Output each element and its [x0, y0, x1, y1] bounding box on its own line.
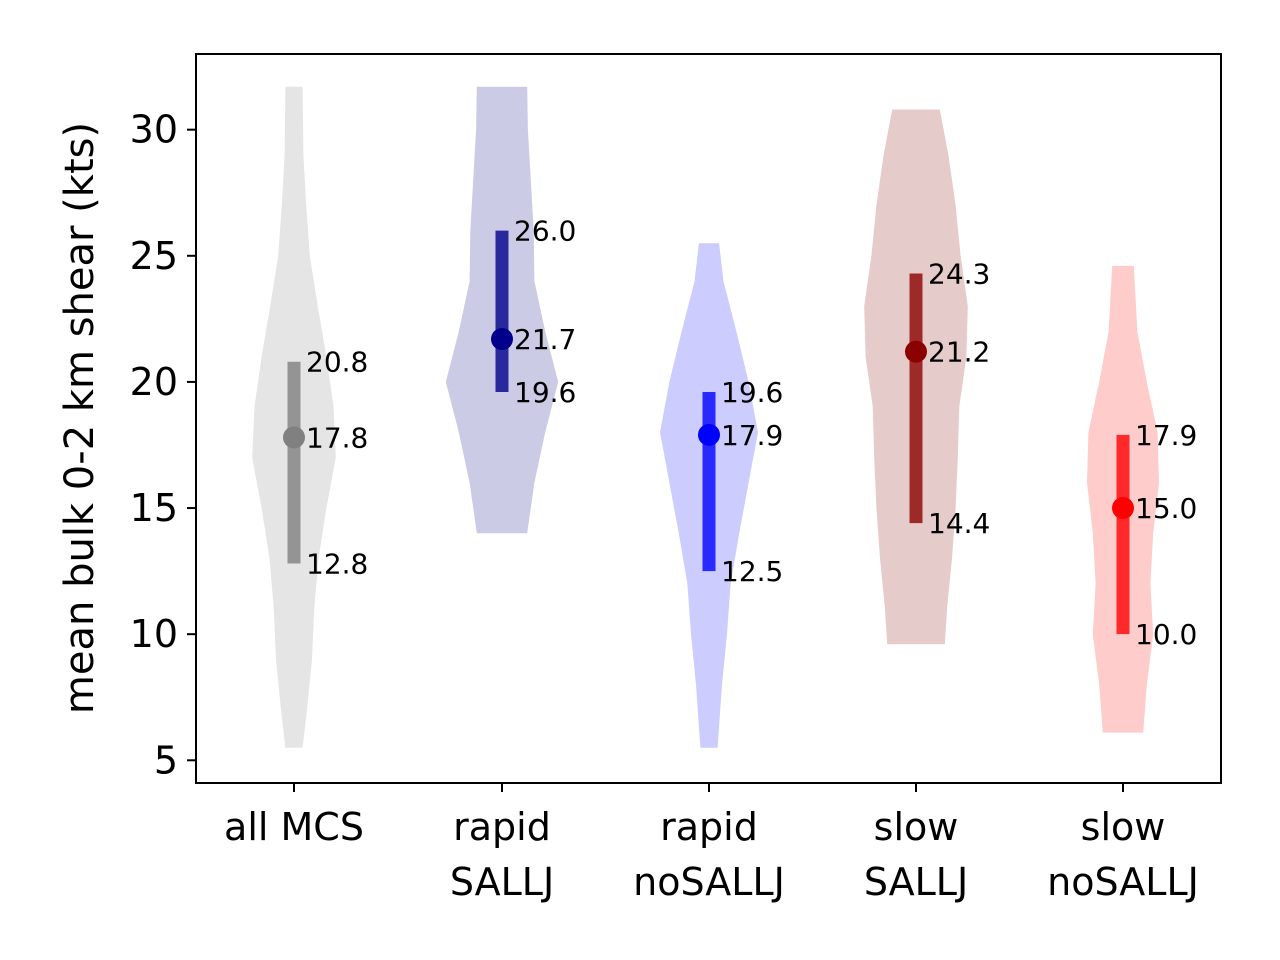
y-tick-label-10: 10 [130, 612, 178, 656]
x-tick-label-line-4-0: slow [1081, 805, 1166, 849]
upper-quartile-label-4: 17.9 [1135, 419, 1197, 452]
median-dot-0 [283, 426, 305, 449]
y-tick-label-15: 15 [130, 486, 178, 530]
lower-quartile-label-1: 19.6 [514, 376, 576, 409]
median-dot-3 [905, 340, 927, 363]
y-tick-label-5: 5 [154, 738, 178, 782]
upper-quartile-label-3: 24.3 [928, 257, 990, 290]
lower-quartile-label-3: 14.4 [928, 507, 990, 540]
upper-quartile-label-0: 20.8 [306, 346, 368, 379]
median-label-0: 17.8 [306, 421, 368, 454]
x-tick-label-line-3-1: SALLJ [864, 860, 968, 904]
x-tick-label-1: rapid SALLJ [450, 805, 554, 904]
x-tick-label-line-1-0: rapid [453, 805, 551, 849]
y-tick-label-30: 30 [130, 108, 178, 152]
lower-quartile-label-0: 12.8 [306, 548, 368, 581]
x-tick-label-2: rapid noSALLJ [633, 805, 785, 904]
y-axis-label: mean bulk 0-2 km shear (kts) [57, 122, 103, 714]
x-tick-label-line-2-1: noSALLJ [633, 860, 785, 904]
median-label-2: 17.9 [721, 419, 783, 452]
median-label-4: 15.0 [1135, 492, 1197, 525]
x-tick-label-3: slow SALLJ [864, 805, 968, 904]
median-label-1: 21.7 [514, 323, 576, 356]
x-tick-label-0: all MCS [224, 805, 364, 849]
median-dot-1 [491, 328, 513, 351]
x-tick-label-4: slow noSALLJ [1047, 805, 1199, 904]
median-dot-2 [698, 423, 720, 446]
median-label-3: 21.2 [928, 336, 990, 369]
upper-quartile-label-1: 26.0 [514, 215, 576, 248]
stat-group: 20.8 17.8 12.8 26.0 21.7 19.6 19.6 17.9 12.5 24.3… [283, 215, 1197, 651]
y-axis: 5 10 15 20 25 30 [130, 108, 196, 782]
lower-quartile-label-2: 12.5 [721, 555, 783, 588]
x-tick-label-line-2-0: rapid [660, 805, 758, 849]
y-tick-label-25: 25 [130, 234, 178, 278]
x-tick-label-line-1-1: SALLJ [450, 860, 554, 904]
x-tick-label-line-0-0: all MCS [224, 805, 364, 849]
lower-quartile-label-4: 10.0 [1135, 618, 1197, 651]
median-dot-4 [1112, 497, 1134, 520]
x-tick-label-line-3-0: slow [874, 805, 959, 849]
upper-quartile-label-2: 19.6 [721, 376, 783, 409]
x-tick-label-line-4-1: noSALLJ [1047, 860, 1199, 904]
y-tick-label-20: 20 [130, 360, 178, 404]
